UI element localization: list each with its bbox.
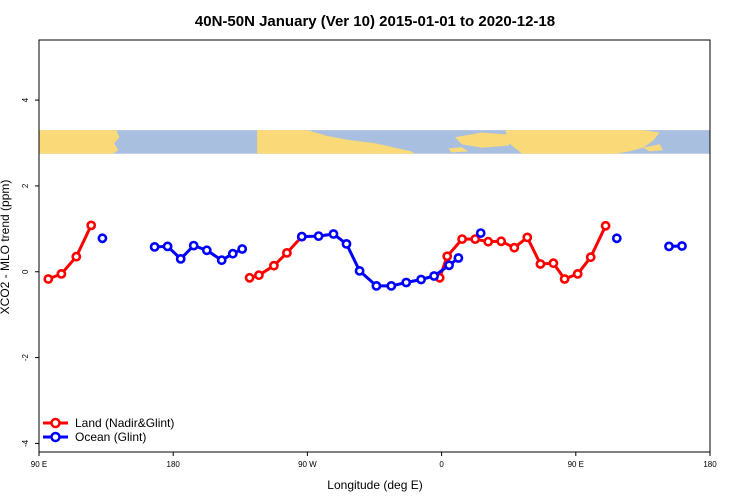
data-point — [188, 240, 199, 251]
data-point — [371, 280, 382, 291]
x-tick-label: 90 E — [568, 460, 584, 469]
x-tick-label: 180 — [167, 460, 181, 469]
series-land — [43, 220, 611, 284]
x-tick-label: 0 — [439, 460, 444, 469]
y-axis-label: XCO2 - MLO trend (ppm) — [0, 180, 12, 315]
data-point — [386, 280, 397, 291]
data-point — [559, 274, 570, 284]
data-point — [162, 241, 173, 252]
data-point — [442, 251, 453, 262]
map-land-shape — [455, 132, 513, 148]
data-point — [585, 252, 596, 263]
y-tick-label: 4 — [21, 97, 30, 102]
y-tick-label: 2 — [21, 183, 30, 188]
map-land-shape — [39, 130, 120, 154]
legend-entry-ocean: Ocean (Glint) — [43, 430, 146, 444]
plot-area-frame — [38, 39, 711, 453]
data-point — [444, 260, 454, 271]
data-point — [227, 248, 238, 259]
series-line — [47, 224, 93, 281]
data-point — [522, 232, 533, 243]
data-point — [86, 220, 97, 231]
legend-entry-land: Land (Nadir&Glint) — [43, 416, 174, 430]
data-point — [535, 259, 546, 269]
x-tick-label: 90 E — [31, 460, 47, 469]
data-point — [56, 268, 67, 279]
data-point — [201, 245, 212, 256]
data-point — [457, 234, 467, 244]
data-point — [253, 270, 264, 281]
plot-series — [43, 220, 687, 291]
data-point — [97, 233, 108, 244]
map-land-shape — [257, 130, 415, 154]
data-point — [175, 253, 186, 264]
data-point — [470, 234, 481, 244]
world-map-strip — [39, 130, 710, 154]
data-point — [341, 238, 352, 249]
data-point — [281, 247, 292, 258]
data-point — [401, 277, 412, 288]
x-tick-label: 180 — [703, 460, 717, 469]
map-land-shape — [642, 144, 663, 152]
data-point — [268, 260, 279, 271]
x-axis-label: Longitude (deg E) — [327, 478, 422, 492]
y-tick-label: -2 — [21, 353, 30, 361]
data-point — [43, 274, 54, 284]
data-point — [296, 231, 307, 242]
data-point — [313, 231, 324, 241]
x-tick-label: 90 W — [298, 460, 317, 469]
data-point — [496, 236, 507, 247]
data-point — [416, 274, 426, 285]
chart-title: 40N-50N January (Ver 10) 2015-01-01 to 2… — [195, 13, 555, 30]
data-point — [237, 244, 248, 254]
data-point — [600, 220, 611, 231]
map-land-shape — [505, 130, 660, 154]
map-land — [39, 130, 663, 154]
data-point — [216, 255, 227, 266]
data-point — [453, 253, 464, 263]
data-point — [677, 241, 687, 251]
axis-ticks: 90 E 180 90 W 0 90 E 180 -4 -2 0 2 4 — [21, 97, 717, 469]
y-tick-label: 0 — [21, 269, 30, 274]
data-point — [509, 242, 520, 253]
data-point — [611, 233, 622, 244]
data-point — [572, 268, 583, 279]
legend-marker-ocean — [50, 431, 61, 443]
data-point — [244, 272, 255, 283]
legend-label-land: Land (Nadir&Glint) — [75, 416, 174, 430]
data-point — [483, 236, 494, 247]
data-point — [429, 271, 439, 281]
data-point — [548, 258, 559, 269]
data-point — [328, 229, 339, 239]
map-land-shape — [448, 147, 469, 153]
legend-label-ocean: Ocean (Glint) — [75, 430, 146, 444]
data-point — [664, 241, 674, 252]
data-point — [149, 241, 160, 252]
legend-marker-land — [50, 417, 61, 429]
data-point — [71, 251, 82, 262]
legend: Land (Nadir&Glint) Ocean (Glint) — [43, 416, 174, 444]
data-point — [475, 228, 486, 238]
y-tick-label: -4 — [21, 439, 30, 447]
data-point — [354, 265, 365, 276]
series-ocean — [97, 228, 687, 291]
